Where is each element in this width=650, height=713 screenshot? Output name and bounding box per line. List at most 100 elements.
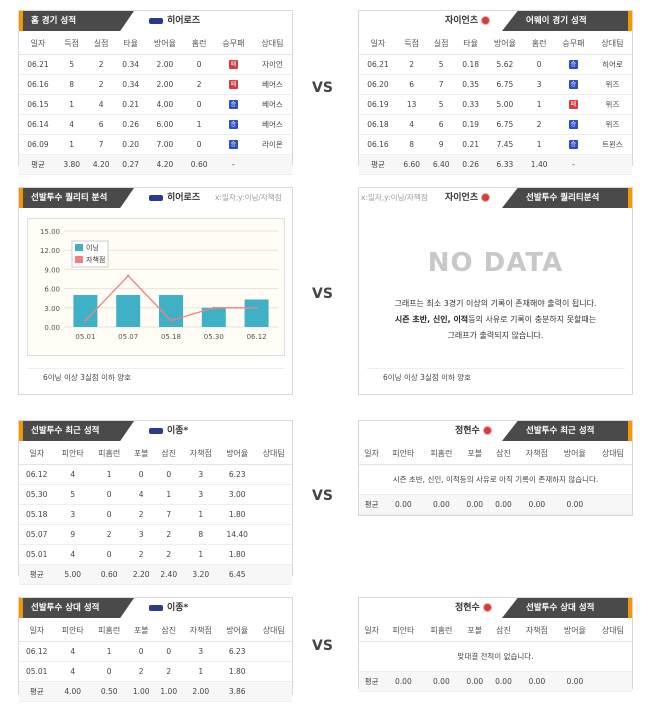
table-row: 06.21 5 2 0.34 2.00 0 패 자이언: [19, 54, 292, 75]
table-cell: 7: [426, 74, 456, 95]
column-header: 피홈런: [90, 621, 128, 642]
legend-label-earned-runs: 자책점: [86, 255, 105, 264]
table-cell: 8: [56, 74, 87, 95]
average-cell: 0.60: [184, 154, 214, 175]
team-logo-icon: [149, 17, 163, 24]
table-cell: 0: [184, 94, 214, 115]
table-cell: 0.26: [115, 114, 146, 135]
y-tick-label: 15.00: [40, 228, 60, 236]
bar-innings: [201, 307, 226, 327]
line-point: [169, 319, 173, 322]
column-header: 방어율: [219, 444, 256, 465]
pitcher-name: 정현수: [455, 421, 492, 441]
table-cell: 3: [524, 74, 554, 95]
quality-chart: 0.00 3.00 6.00 9.00 12.00 15.00 05.01 05.07 05.1…: [27, 218, 285, 356]
column-header: 방어율: [555, 444, 594, 465]
average-cell: 4.00: [54, 681, 91, 702]
x-tick-label: 05.18: [161, 333, 181, 341]
average-cell: 0.00: [489, 671, 518, 692]
table-row: 06.16 8 2 0.34 2.00 2 패 베어스: [19, 74, 292, 95]
table-cell: 2.00: [145, 54, 185, 75]
table-row: 06.14 4 6 0.26 6.00 1 승 베어스: [19, 114, 292, 135]
axis-subtitle: x:일자,y:이닝/자책점: [215, 193, 282, 202]
table-cell: 13: [396, 94, 427, 115]
table-cell: 05.18: [19, 504, 55, 525]
column-header: 일자: [359, 444, 385, 465]
table-cell: 3.00: [219, 484, 256, 505]
message-row: 맞대결 전적이 없습니다.: [359, 641, 632, 672]
table-row: 06.18 4 6 0.19 6.75 2 승 위즈: [359, 114, 632, 135]
table-row: 06.12 4 1 0 0 3 6.23: [19, 464, 292, 485]
pitcher-quality-panel-away: x:일자,y:이닝/자책점 자이언츠 선발투수 퀄리티분석 NO DATA 그래…: [358, 187, 633, 395]
table-cell: 0.18: [455, 54, 486, 75]
average-cell: -: [213, 154, 253, 175]
column-header: 삼진: [489, 621, 518, 642]
average-cell: [252, 154, 292, 175]
table-cell: 05.30: [19, 484, 55, 505]
empty-message: 맞대결 전적이 없습니다.: [359, 641, 632, 672]
panel-header: 정현수 선발투수 상대 성적: [359, 598, 632, 618]
team-logo-icon: [482, 426, 492, 435]
average-cell: 2.20: [127, 564, 155, 585]
average-cell: 0.00: [384, 671, 423, 692]
panel-title: 선발투수 최근 성적: [502, 421, 632, 441]
table-cell: 2: [86, 74, 116, 95]
table-cell: 06.18: [359, 114, 397, 135]
table-cell: 1: [154, 484, 183, 505]
table-cell: 0: [127, 464, 155, 485]
table-cell: 2: [154, 544, 183, 565]
table-cell: 히어로: [592, 54, 632, 75]
table-cell: 06.21: [19, 54, 57, 75]
average-cell: 0.27: [115, 154, 146, 175]
column-header: 피홈런: [422, 444, 461, 465]
table-cell: 6.75: [485, 114, 525, 135]
table-cell: 14.40: [219, 524, 256, 545]
table-cell: [255, 464, 292, 485]
average-cell: 0.00: [422, 671, 461, 692]
average-cell: 0.00: [460, 494, 490, 515]
table-cell: 0.33: [455, 94, 486, 115]
column-header: 일자: [359, 34, 397, 55]
quality-note: 6이닝 이상 3실점 이하 양호: [367, 368, 625, 386]
average-cell: [255, 681, 292, 702]
table-cell: [255, 504, 292, 525]
average-cell: 0.00: [460, 671, 490, 692]
table-cell: 패: [213, 54, 253, 75]
table-cell: 6.00: [145, 114, 185, 135]
table-cell: 2: [154, 661, 183, 682]
table-cell: 8: [182, 524, 219, 545]
panel-title: 선발투수 상대 성적: [19, 598, 134, 618]
table-cell: 1: [56, 94, 87, 115]
table-cell: 4: [56, 114, 87, 135]
table-cell: 5.62: [485, 54, 525, 75]
column-header: 일자: [359, 621, 385, 642]
average-cell: 3.20: [182, 564, 219, 585]
table-cell: 4: [127, 484, 155, 505]
panel-title: 어웨이 경기 성적: [502, 11, 632, 31]
table-cell: 4: [396, 114, 427, 135]
average-cell: 6.33: [485, 154, 525, 175]
record-table: 일자 피안타 피홈런 포볼 삼진 자책점 방어율 상대팀 06.12 4 1 0 0 3 6.23 05.30…: [19, 444, 292, 585]
average-cell: 평균: [359, 154, 397, 175]
table-cell: 4.00: [145, 94, 185, 115]
column-header: 피안타: [54, 621, 91, 642]
column-header: 자책점: [517, 444, 556, 465]
table-cell: 3: [54, 504, 91, 525]
record-table: 일자 피안타 피홈런 포볼 삼진 자책점 방어율 상대팀 06.12 4 1 0 0 3 6.23 05.01…: [19, 621, 292, 702]
table-cell: 베어스: [252, 74, 292, 95]
table-cell: 2.00: [145, 74, 185, 95]
average-cell: 평균: [19, 681, 55, 702]
table-cell: 베어스: [252, 114, 292, 135]
record-table: 일자 피안타 피홈런 포볼 삼진 자책점 방어율 상대팀 맞대결 전적이 없습니다. 평균 0.00…: [359, 621, 632, 692]
pitcher-name: 이종*: [149, 598, 188, 618]
column-header: 타율: [455, 34, 486, 55]
panel-header: 선발투수 퀄리티 분석 히어로즈 x:일자,y:이닝/자책점: [19, 188, 292, 208]
pitcher-vs-panel-away: 정현수 선발투수 상대 성적 일자 피안타 피홈런 포볼 삼진 자책점 방어율 상대팀 맞대결 …: [358, 597, 633, 692]
table-cell: 자이언: [252, 54, 292, 75]
table-cell: 4: [86, 94, 116, 115]
y-tick-label: 9.00: [44, 266, 60, 274]
x-tick-label: 05.01: [75, 333, 95, 341]
column-header: 삼진: [154, 444, 183, 465]
table-cell: 3: [182, 484, 219, 505]
table-cell: 5: [426, 54, 456, 75]
